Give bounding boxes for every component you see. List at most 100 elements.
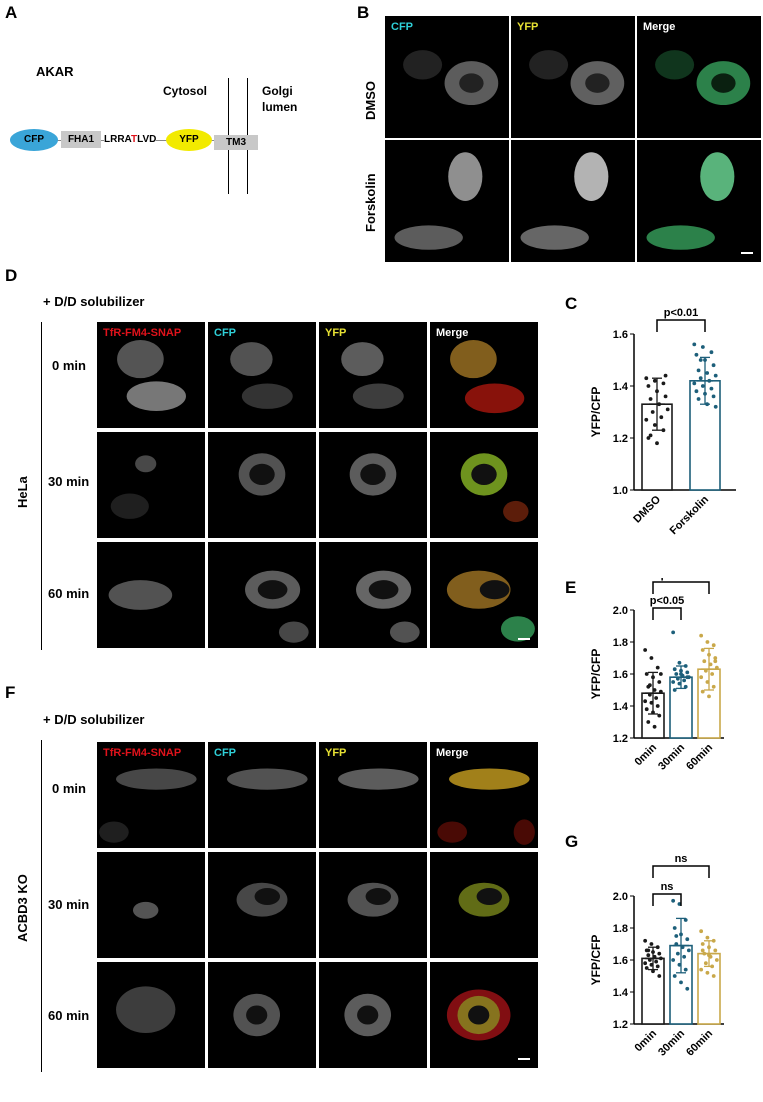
bracket-d: [41, 322, 42, 650]
data-point: [644, 417, 649, 422]
data-point: [643, 648, 648, 652]
row-label-0min: 0 min: [52, 781, 86, 796]
micrograph-d-0-merge: Merge: [430, 322, 538, 428]
data-point: [657, 680, 662, 684]
panel-label-e: E: [565, 578, 577, 597]
data-point: [644, 376, 649, 381]
chart-e: 1.2 1.4 1.6 1.8 2.0 YFP/CFP 0min 30min 60min p<0.…: [580, 569, 760, 838]
y-tick-label: 1.4: [613, 701, 629, 713]
panel-label-a: A: [5, 3, 18, 22]
y-axis-label: YFP/CFP: [589, 649, 603, 700]
row-label-30min: 30 min: [48, 897, 90, 912]
micrograph-d-0-yfp: YFP: [319, 322, 427, 428]
data-point: [646, 720, 651, 724]
x-tick-label: 30min: [656, 1027, 687, 1058]
micrograph-f-0-snap: TfR-FM4-SNAP: [97, 742, 205, 848]
data-point: [648, 397, 653, 401]
tm3-domain: TM3: [214, 135, 258, 150]
data-point: [672, 926, 677, 930]
yfp-domain: YFP: [166, 129, 212, 151]
y-tick-label: 1.2: [613, 1019, 628, 1031]
data-point: [646, 953, 651, 958]
channel-label: YFP: [325, 747, 347, 759]
data-point: [696, 368, 701, 373]
data-point: [699, 633, 704, 638]
scale-bar: [518, 638, 530, 640]
significance-bracket: [652, 893, 682, 906]
fha1-domain: FHA1: [61, 131, 101, 148]
y-tick-label: 1.8: [613, 923, 628, 935]
x-tick-label: 60min: [684, 1027, 715, 1058]
data-point: [700, 345, 705, 349]
data-point: [657, 713, 662, 718]
data-point: [700, 689, 705, 694]
x-tick-label: DMSO: [631, 493, 663, 525]
data-point: [700, 948, 705, 953]
data-point: [672, 974, 677, 978]
micrograph-f-30-yfp: [319, 852, 427, 958]
micrograph-d-60-cfp: [208, 542, 316, 648]
x-tick-label: 30min: [656, 741, 687, 772]
micrograph-f-60-cfp: [208, 962, 316, 1068]
data-point: [644, 672, 649, 676]
data-point: [672, 667, 677, 672]
row-label-forskolin: Forskolin: [363, 173, 378, 232]
data-point: [655, 441, 659, 446]
significance-label: p<0.001: [661, 578, 702, 581]
cfp-domain: CFP: [10, 129, 58, 151]
x-tick-label: 60min: [684, 741, 715, 772]
bracket-f: [41, 740, 42, 1072]
y-tick-label: 1.4: [613, 381, 629, 393]
data-point: [692, 381, 697, 386]
chart-e-svg: 1.21.41.61.82.0YFP/CFP0min30min60minp<0.…: [589, 569, 724, 773]
data-point: [711, 974, 716, 978]
data-point: [655, 665, 660, 670]
chart-c: 1.0 1.2 1.4 1.6 YFP/CFP DMSO Forskolin p<0.01: [580, 294, 760, 544]
data-point: [700, 648, 705, 652]
panel-label-f: F: [5, 683, 16, 702]
micrograph-d-30-snap: [97, 432, 205, 538]
data-point: [655, 704, 660, 708]
data-point: [699, 929, 704, 934]
data-point: [699, 967, 704, 972]
row-label-30min: 30 min: [48, 474, 90, 489]
data-point: [685, 986, 690, 991]
micrograph-f-30-cfp: [208, 852, 316, 958]
data-point: [671, 898, 676, 903]
golgi-lumen-label: lumen: [262, 100, 298, 114]
data-point: [692, 342, 697, 347]
data-point: [644, 966, 649, 970]
data-point: [652, 378, 657, 383]
row-label-60min: 60 min: [48, 586, 90, 601]
y-tick-label: 1.6: [613, 669, 628, 681]
data-point: [685, 670, 690, 675]
data-point: [705, 640, 710, 644]
significance-label: p<0.01: [664, 307, 699, 319]
data-point: [671, 958, 676, 962]
y-tick-label: 2.0: [613, 891, 628, 903]
channel-label: Merge: [436, 747, 469, 759]
micrograph-b-forskolin-cfp: [385, 140, 509, 262]
x-tick-label: Forskolin: [668, 493, 712, 537]
micrograph-f-30-merge: [430, 852, 538, 958]
data-point: [698, 358, 703, 362]
data-point: [699, 675, 704, 680]
data-point: [711, 394, 716, 399]
cytosol-label: Cytosol: [163, 84, 208, 98]
data-point: [713, 373, 718, 378]
data-point: [665, 407, 670, 412]
significance-label: ns: [661, 881, 674, 893]
scale-bar: [518, 1058, 530, 1060]
data-point: [710, 672, 715, 676]
data-point: [646, 384, 651, 388]
micrograph-b-dmso-merge: Merge: [637, 16, 761, 138]
data-point: [707, 694, 711, 699]
data-point: [643, 938, 648, 943]
data-point: [646, 436, 651, 440]
data-point: [650, 410, 655, 414]
data-point: [657, 951, 662, 956]
data-point: [694, 352, 699, 357]
data-point: [663, 373, 668, 378]
data-point: [709, 350, 714, 355]
